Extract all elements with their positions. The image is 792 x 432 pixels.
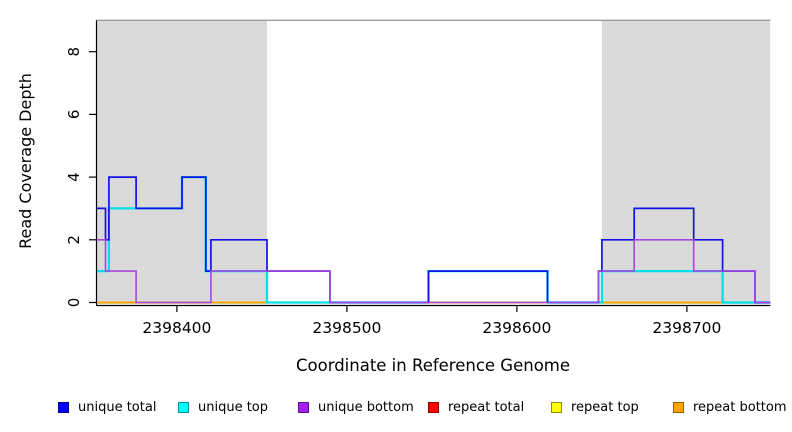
legend-swatch-icon	[298, 402, 309, 413]
y-tick-label: 8	[65, 47, 83, 57]
x-tick-label: 2398700	[652, 319, 721, 337]
x-axis-title: Coordinate in Reference Genome	[296, 356, 570, 375]
legend-swatch-icon	[428, 402, 439, 413]
legend-item-repeat-total: repeat total	[428, 400, 524, 415]
tick-labels: 0 2 4 6 8 2398400 2398500 2398600 2398700	[65, 47, 721, 337]
highlight-regions	[97, 20, 771, 305]
legend-swatch-icon	[58, 402, 69, 413]
repeat-region-highlight	[97, 20, 267, 305]
legend-item-unique-top: unique top	[178, 400, 268, 415]
legend-swatch-icon	[673, 402, 684, 413]
coverage-step-lines	[97, 175, 771, 304]
legend-item-unique-total: unique total	[58, 400, 156, 415]
legend-label: unique top	[198, 400, 269, 415]
legend-swatch-icon	[551, 402, 562, 413]
x-tick-label: 2398500	[312, 319, 381, 337]
plot-area: 0 2 4 6 8 2398400 2398500 2398600 2398700 Read C…	[16, 19, 771, 375]
legend-label: unique total	[78, 400, 157, 415]
y-tick-label: 6	[65, 110, 83, 120]
legend-item-unique-bottom: unique bottom	[298, 400, 414, 415]
legend-item-repeat-bottom: repeat bottom	[673, 400, 787, 415]
axes	[89, 19, 771, 312]
y-tick-label: 0	[65, 298, 83, 308]
legend-swatch-icon	[178, 402, 189, 413]
y-tick-label: 4	[65, 172, 83, 182]
legend-item-repeat-top: repeat top	[551, 400, 639, 415]
x-tick-label: 2398600	[482, 319, 551, 337]
legend: unique total unique top unique bottom repea…	[0, 396, 792, 422]
x-tick-label: 2398400	[142, 319, 211, 337]
legend-label: repeat top	[571, 400, 639, 415]
series-line-unique-bottom	[97, 239, 771, 304]
repeat-region-highlight	[601, 20, 771, 305]
legend-label: unique bottom	[318, 400, 414, 415]
legend-label: repeat total	[448, 400, 525, 415]
legend-label: repeat bottom	[693, 400, 787, 415]
y-tick-label: 2	[65, 235, 83, 245]
y-axis-title: Read Coverage Depth	[16, 73, 35, 249]
